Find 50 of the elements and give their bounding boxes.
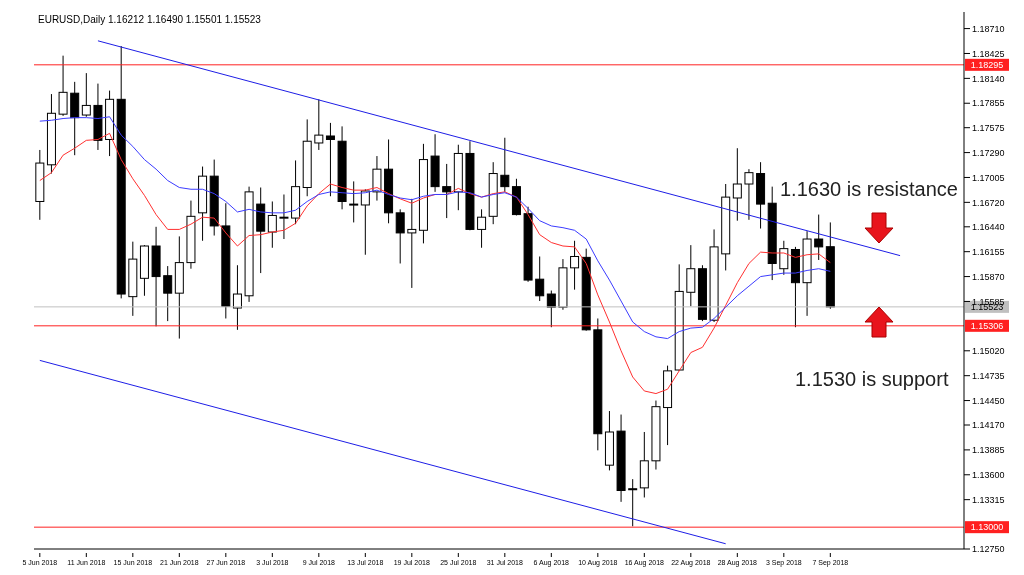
candlestick	[325, 122, 335, 197]
chart-title: EURUSD,Daily 1.16212 1.16490 1.15501 1.15523	[38, 14, 261, 25]
candlestick	[442, 163, 452, 219]
candlestick	[628, 478, 638, 527]
y-tick-label: 1.14735	[972, 370, 1005, 381]
candlestick	[407, 198, 417, 289]
candlestick	[163, 265, 173, 322]
y-tick-label: 1.18140	[972, 73, 1005, 84]
candlestick	[372, 155, 382, 202]
annotation: 1.1630 is resistance	[780, 178, 958, 201]
candlestick	[814, 214, 824, 261]
candlestick	[58, 55, 68, 117]
y-tick-label: 1.15870	[972, 271, 1005, 282]
candlestick	[500, 137, 510, 193]
y-tick-label: 1.14170	[972, 420, 1005, 431]
candlestick	[546, 290, 556, 328]
ref-line-label: 1.18295	[970, 59, 1004, 70]
y-tick-label: 1.16720	[972, 197, 1005, 208]
y-tick-label: 1.18425	[972, 48, 1005, 59]
candlestick	[267, 200, 277, 249]
candlestick	[477, 208, 487, 249]
y-tick-label: 1.17575	[972, 122, 1005, 133]
y-tick-label: 1.15020	[972, 345, 1005, 356]
candlestick	[570, 240, 580, 291]
candlestick	[744, 168, 754, 221]
y-tick-label: 1.13315	[972, 494, 1005, 505]
candlestick	[81, 72, 91, 118]
y-tick-label: 1.17855	[972, 98, 1005, 109]
candlestick	[232, 264, 242, 331]
y-tick-label: 1.17290	[972, 147, 1005, 158]
y-tick-label: 1.18710	[972, 23, 1005, 34]
candlestick	[732, 147, 742, 222]
candlestick	[349, 180, 359, 223]
candlestick	[779, 240, 789, 276]
candlestick	[314, 98, 324, 151]
candlestick	[535, 255, 545, 302]
y-tick-label: 1.17005	[972, 172, 1005, 183]
ref-line-label: 1.13000	[970, 522, 1004, 533]
candlestick	[360, 188, 370, 256]
y-tick-label: 1.13885	[972, 445, 1005, 456]
y-tick-label: 1.16440	[972, 222, 1005, 232]
y-tick-label: 1.16155	[972, 246, 1005, 257]
candlestick	[395, 208, 405, 264]
y-tick-label: 1.13600	[972, 469, 1005, 480]
annotation: 1.1530 is support	[795, 368, 949, 391]
y-tick-label: 1.12750	[972, 544, 1005, 555]
candlestick	[279, 193, 289, 240]
candlestick	[686, 244, 696, 307]
ref-line-label: 1.15306	[970, 320, 1004, 331]
y-tick-label: 1.14450	[972, 395, 1005, 406]
